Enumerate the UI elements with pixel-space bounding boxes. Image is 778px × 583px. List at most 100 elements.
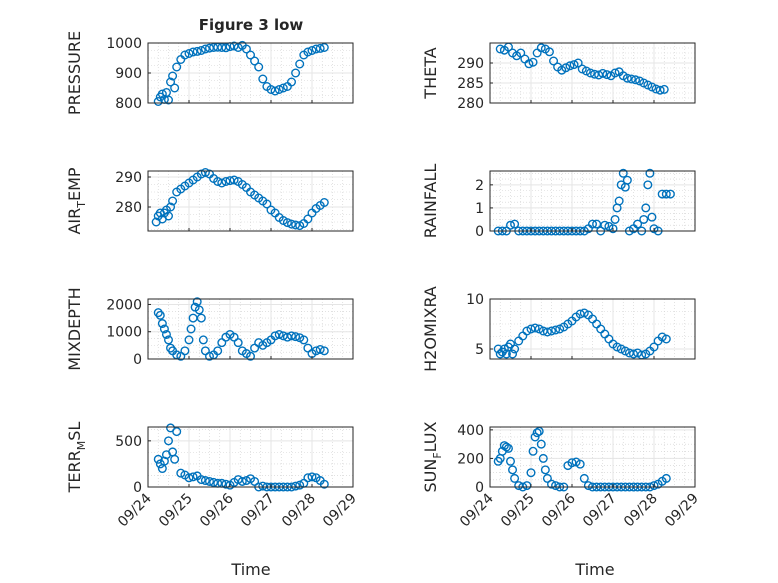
data-point [287, 331, 297, 341]
data-point [538, 453, 548, 463]
data-point [549, 56, 559, 66]
data-point [188, 47, 198, 57]
data-point [665, 189, 675, 199]
subplot-rainfall: 0 1 2 RAINFALL [421, 164, 696, 240]
data-point [291, 332, 301, 342]
data-point [163, 211, 173, 221]
data-point [643, 180, 653, 190]
y-tick-label: 0 [475, 480, 484, 496]
y-tick-label: 290 [115, 170, 142, 186]
y-axis-label: SUNFLUX [421, 421, 444, 492]
data-point [196, 313, 206, 323]
axes-box [489, 298, 696, 360]
data-point [311, 44, 321, 54]
subplot-mixdepth: 0 1000 2000 MIXDEPTH [65, 287, 354, 371]
data-point [233, 338, 243, 348]
data-point [569, 60, 579, 70]
data-point [510, 344, 520, 354]
data-point [198, 335, 208, 345]
data-point [184, 49, 194, 59]
data-point [608, 224, 618, 234]
data-point [295, 59, 305, 69]
data-point [163, 335, 173, 345]
data-point [575, 459, 585, 469]
data-point [274, 84, 284, 94]
x-axis-label-right: Time [574, 560, 614, 579]
data-point [639, 214, 649, 224]
data-point [166, 77, 176, 87]
data-point [159, 324, 169, 334]
y-tick-label: 5 [475, 342, 484, 358]
y-axis-label-rest: LUX [421, 421, 440, 452]
data-point [508, 465, 518, 475]
data-point [163, 436, 173, 446]
axes-box [489, 170, 696, 232]
data-point [315, 43, 325, 53]
data-point [579, 473, 589, 483]
data-point [204, 351, 214, 361]
data-point [588, 219, 598, 229]
y-tick-label: 285 [457, 76, 484, 92]
data-point [155, 310, 165, 320]
subplot-h2omixra: 5 10 H2OMIXRA [421, 286, 696, 372]
y-tick-label: 900 [115, 66, 142, 82]
data-point [192, 297, 202, 307]
data-point [547, 326, 557, 336]
data-point [270, 86, 280, 96]
data-point [583, 481, 593, 491]
data-point [506, 220, 516, 230]
data-point [508, 349, 518, 359]
data-point [622, 73, 632, 83]
data-point [614, 196, 624, 206]
data-point [176, 468, 186, 478]
y-axis-label-subscript: M [75, 441, 88, 451]
data-point [530, 323, 540, 333]
y-tick-label: 10 [466, 292, 484, 308]
y-tick-label: 500 [115, 434, 142, 450]
data-point [661, 334, 671, 344]
data-point [172, 427, 182, 437]
data-point [229, 175, 239, 185]
data-point [649, 481, 659, 491]
data-point [166, 202, 176, 212]
data-point [186, 324, 196, 334]
data-point [157, 89, 167, 99]
data-point [196, 46, 206, 56]
y-axis-label: H2OMIXRA [421, 286, 440, 372]
y-tick-label: 280 [457, 96, 484, 112]
y-tick-label: 0 [133, 352, 142, 368]
y-axis-label-rest: EMP [65, 167, 84, 201]
data-point [573, 58, 583, 68]
data-point [204, 476, 214, 486]
data-point [649, 342, 659, 352]
data-point [274, 329, 284, 339]
data-point [501, 442, 511, 452]
y-tick-label: 1000 [106, 36, 142, 52]
data-point [161, 329, 171, 339]
data-point [551, 481, 561, 491]
data-point [282, 218, 292, 228]
y-axis-label-rest: SL [65, 422, 84, 441]
data-point [503, 443, 513, 453]
data-point [194, 305, 204, 315]
data-point [544, 47, 554, 57]
y-axis-label-subscript: F [431, 452, 444, 458]
data-point [172, 62, 182, 72]
data-point [528, 446, 538, 456]
axes-box [147, 426, 354, 488]
data-point [299, 335, 309, 345]
x-axis-label-left: Time [230, 560, 270, 579]
data-point [192, 46, 202, 56]
data-point [647, 212, 657, 222]
data-point [303, 214, 313, 224]
data-point [530, 432, 540, 442]
data-point [180, 346, 190, 356]
data-point [170, 454, 180, 464]
data-point [245, 50, 255, 60]
axes-box [489, 426, 696, 488]
y-tick-label: 2 [475, 178, 484, 194]
y-axis-label: MIXDEPTH [65, 287, 84, 370]
data-point [237, 476, 247, 486]
